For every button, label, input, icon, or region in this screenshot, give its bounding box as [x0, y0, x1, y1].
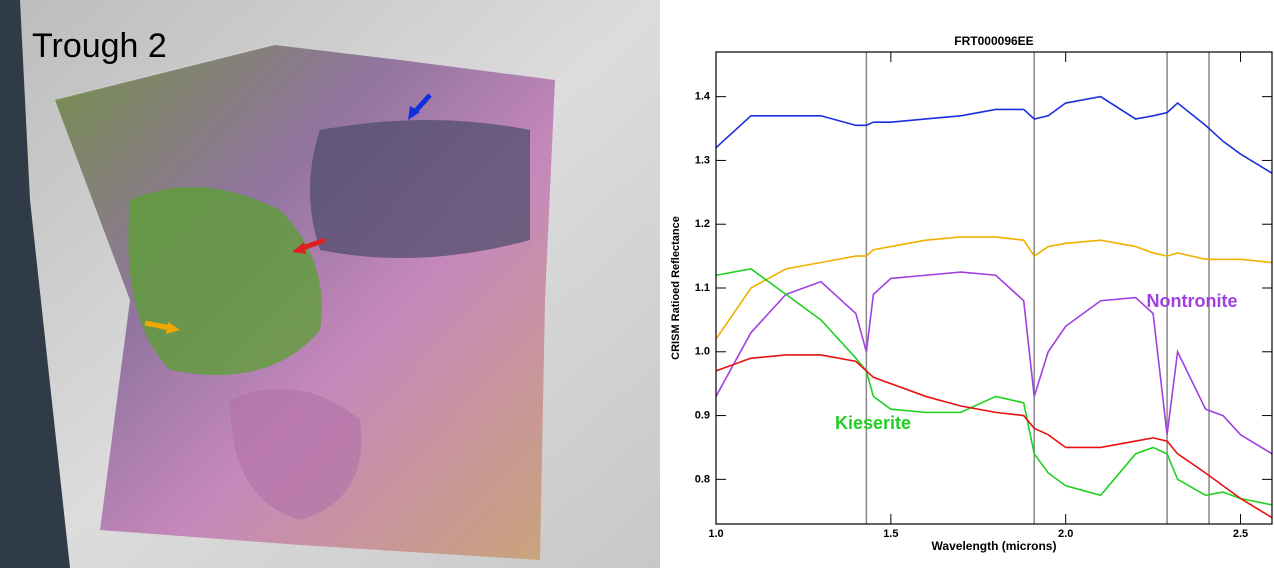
y-tick-label: 0.9	[695, 409, 710, 421]
blue-arrow-head	[408, 106, 420, 120]
map-image: Trough 2	[20, 0, 660, 568]
series-annotation: Nontronite	[1147, 291, 1238, 311]
y-tick-label: 1.1	[695, 282, 710, 294]
y-tick-label: 0.8	[695, 473, 710, 485]
pink-basin	[230, 388, 362, 520]
y-tick-label: 1.0	[695, 346, 710, 358]
series-line	[715, 268, 1273, 506]
plot-frame	[715, 51, 1273, 525]
image-label: Trough 2	[32, 27, 167, 65]
x-axis-label: Wavelength (microns)	[932, 539, 1057, 553]
y-tick-label: 1.3	[695, 154, 710, 166]
series-line	[715, 236, 1273, 340]
orange-arrow	[144, 320, 171, 331]
y-tick-label: 1.4	[695, 91, 711, 103]
x-tick-label: 2.5	[1233, 528, 1248, 540]
red-arrow-head	[292, 242, 306, 254]
series-line	[715, 354, 1273, 519]
x-tick-label: 1.0	[708, 528, 723, 540]
orange-arrow-head	[166, 322, 180, 334]
series-annotation: Kieserite	[835, 413, 911, 433]
dark-trough	[310, 120, 530, 258]
chart-title: FRT000096EE	[954, 34, 1033, 48]
series-line	[715, 271, 1273, 455]
y-tick-label: 1.2	[695, 218, 710, 230]
series-line	[715, 95, 1273, 174]
chart-panel	[660, 0, 1274, 568]
y-axis-label: CRISM Ratioed Reflectance	[670, 216, 682, 360]
x-tick-label: 2.0	[1058, 528, 1073, 540]
x-tick-label: 1.5	[883, 528, 898, 540]
